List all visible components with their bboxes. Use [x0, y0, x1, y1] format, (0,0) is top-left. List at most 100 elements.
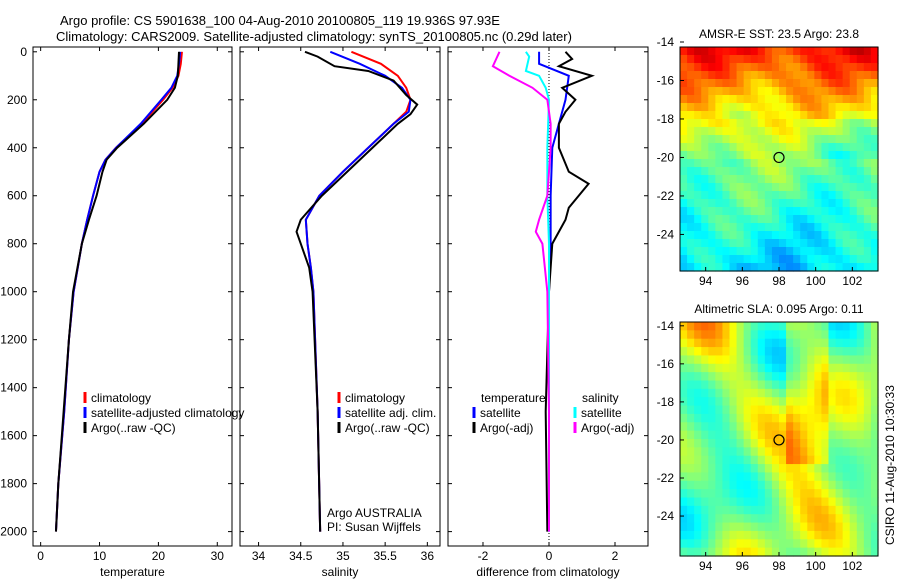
heatmap-cell [856, 207, 865, 216]
heatmap-cell [750, 388, 759, 398]
heatmap-cell [743, 388, 752, 398]
heatmap-cell [870, 55, 879, 64]
heatmap-cell [786, 47, 794, 56]
heatmap-cell [786, 55, 794, 64]
heatmap-cell [715, 322, 724, 331]
heatmap-cell [764, 247, 773, 256]
heatmap-cell [680, 355, 688, 365]
heatmap-cell [800, 322, 808, 331]
heatmap-cell [807, 207, 815, 216]
heatmap-cell [786, 183, 794, 192]
heatmap-cell [814, 215, 823, 224]
heatmap-cell [786, 255, 794, 264]
heatmap-cell [807, 347, 815, 357]
heatmap-cell [729, 464, 738, 474]
heatmap-cell [708, 79, 716, 88]
heatmap-cell [800, 231, 808, 240]
heatmap-cell [764, 514, 773, 524]
heatmap-cell [715, 363, 724, 373]
heatmap-cell [828, 455, 837, 465]
heatmap-cell [736, 497, 745, 507]
heatmap-cell [687, 422, 695, 432]
heatmap-cell [828, 95, 837, 104]
heatmap-cell [828, 127, 837, 136]
heatmap-cell [835, 514, 844, 524]
heatmap-cell [835, 87, 844, 96]
heatmap-cell [828, 215, 837, 224]
heatmap-cell [680, 263, 688, 272]
heatmap-cell [863, 522, 872, 532]
heatmap-cell [701, 430, 709, 440]
heatmap-cell [729, 355, 738, 365]
heatmap-cell [708, 464, 716, 474]
heatmap-cell [800, 539, 808, 549]
heatmap-cell [807, 380, 815, 390]
x-tick-label: 0 [37, 549, 44, 563]
heatmap-cell [722, 430, 731, 440]
heatmap-cell [856, 71, 865, 80]
heatmap-cell [708, 372, 716, 382]
heatmap-cell [856, 167, 865, 176]
heatmap-cell [680, 143, 688, 152]
heatmap-cell [743, 191, 752, 200]
heatmap-cell [750, 380, 759, 390]
heatmap-cell [701, 143, 709, 152]
heatmap-cell [771, 514, 780, 524]
heatmap-cell [849, 71, 858, 80]
heatmap-cell [800, 239, 808, 248]
heatmap-cell [694, 422, 702, 432]
heatmap-cell [793, 422, 801, 432]
y-tick-label: 600 [7, 189, 27, 203]
heatmap-cell [722, 439, 731, 448]
heatmap-cell [870, 63, 879, 72]
heatmap-cell [863, 455, 872, 465]
heatmap-cell [729, 87, 738, 96]
heatmap-cell [835, 263, 844, 272]
heatmap-cell [779, 239, 787, 248]
heatmap-cell [757, 207, 766, 216]
heatmap-cell [800, 255, 808, 264]
heatmap-cell [729, 363, 738, 373]
x-tick-label: 36 [421, 549, 435, 563]
heatmap-cell [856, 505, 865, 515]
heatmap-cell [821, 405, 830, 415]
heatmap-cell [715, 447, 724, 457]
heatmap-cell [722, 183, 731, 192]
heatmap-cell [814, 347, 823, 357]
heatmap-cell [870, 363, 879, 373]
heatmap-cell [842, 422, 851, 432]
heatmap-cell [708, 71, 716, 80]
heatmap-cell [856, 103, 865, 112]
heatmap-cell [729, 372, 738, 382]
x-tick-label: 102 [842, 274, 862, 288]
heatmap-cell [708, 413, 716, 423]
heatmap-cell [814, 111, 823, 120]
heatmap-cell [863, 547, 872, 557]
heatmap-cell [764, 151, 773, 160]
heatmap-cell [800, 439, 808, 448]
heatmap-cell [694, 322, 702, 331]
heatmap-cell [779, 151, 787, 160]
heatmap-cell [757, 347, 766, 357]
heatmap-cell [701, 71, 709, 80]
heatmap-cell [863, 338, 872, 348]
heatmap-cell [856, 47, 865, 56]
heatmap-cell [842, 447, 851, 457]
heatmap-cell [771, 363, 780, 373]
heatmap-cell [708, 183, 716, 192]
heatmap-cell [680, 413, 688, 423]
heatmap-cell [828, 347, 837, 357]
heatmap-cell [786, 363, 794, 373]
heatmap-cell [814, 539, 823, 549]
heatmap-cell [771, 127, 780, 136]
heatmap-cell [870, 455, 879, 465]
heatmap-cell [828, 355, 837, 365]
heatmap-cell [828, 103, 837, 112]
heatmap-cell [870, 347, 879, 357]
heatmap-cell [715, 167, 724, 176]
heatmap-cell [694, 103, 702, 112]
heatmap-cell [722, 71, 731, 80]
heatmap-cell [786, 380, 794, 390]
heatmap-cell [743, 439, 752, 448]
heatmap-cell [793, 199, 801, 208]
